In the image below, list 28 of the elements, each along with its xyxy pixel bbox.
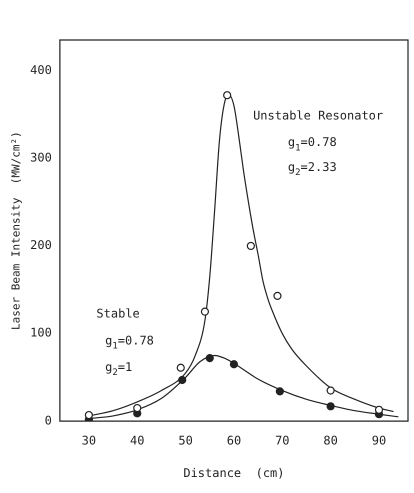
x-tick-label: 80 bbox=[323, 434, 338, 448]
point bbox=[326, 402, 335, 410]
y-tick-label: 100 bbox=[30, 326, 52, 340]
x-tick-label: 50 bbox=[178, 434, 193, 448]
point bbox=[223, 91, 232, 100]
point bbox=[374, 406, 384, 414]
annotation: Stable bbox=[96, 306, 140, 321]
y-tick-label: 0 bbox=[44, 413, 52, 428]
point bbox=[176, 364, 185, 372]
x-tick-label: 30 bbox=[82, 434, 96, 448]
point bbox=[206, 354, 214, 362]
y-tick-label: 200 bbox=[30, 238, 52, 252]
point bbox=[178, 376, 186, 384]
x-tick-label: 70 bbox=[275, 434, 290, 448]
x-tick-label: 90 bbox=[372, 434, 386, 448]
x-tick-label: 40 bbox=[130, 434, 144, 448]
point bbox=[326, 386, 335, 395]
point bbox=[273, 292, 282, 300]
point bbox=[246, 242, 255, 250]
point bbox=[230, 360, 238, 368]
point bbox=[276, 387, 284, 396]
point bbox=[200, 308, 210, 316]
annotation: Unstable Resonator bbox=[253, 108, 384, 122]
x-tick-label: 60 bbox=[226, 434, 242, 448]
y-tick-label: 300 bbox=[30, 150, 52, 164]
y-axis-title: Laser Beam Intensity (MW/cm²) bbox=[9, 131, 22, 330]
y-tick-label: 400 bbox=[30, 62, 52, 77]
x-axis-title: Distance (cm) bbox=[183, 466, 285, 480]
